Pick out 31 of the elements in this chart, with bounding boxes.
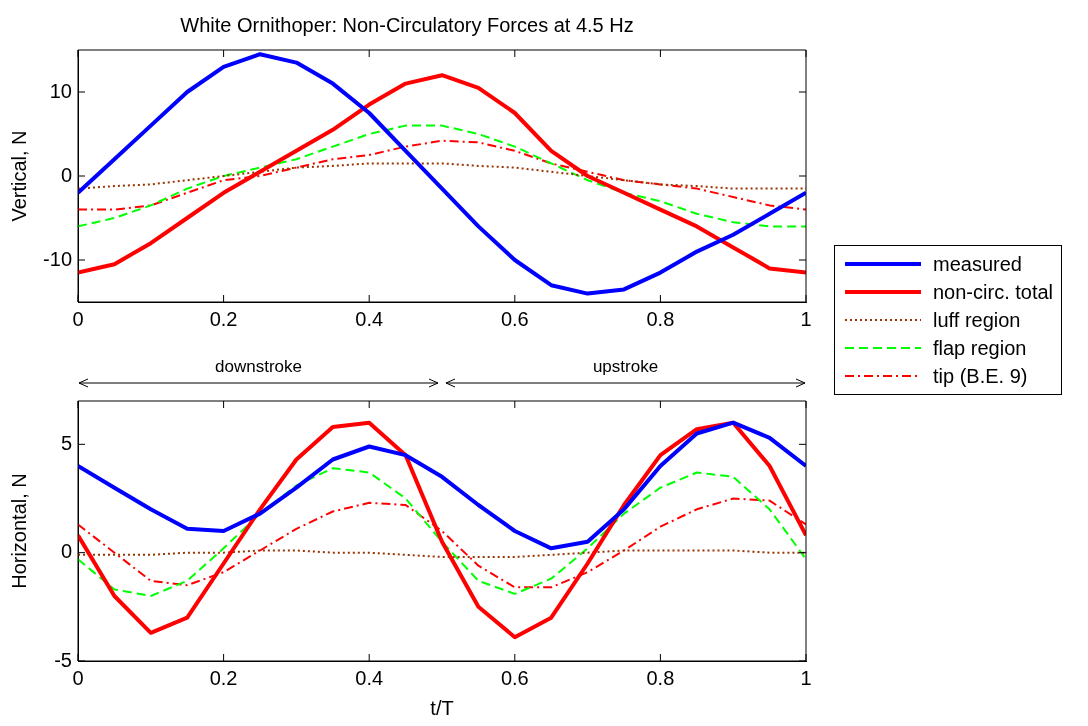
- legend-label: measured: [933, 252, 1022, 276]
- legend-label: flap region: [933, 336, 1027, 360]
- line-series: [78, 124, 806, 228]
- x-tick-label: 1: [800, 666, 812, 689]
- x-tick-label: 0.8: [646, 666, 675, 689]
- y-tick-label: -10: [43, 247, 72, 270]
- y-tick-label: 5: [60, 431, 72, 454]
- line-series: [78, 467, 806, 597]
- chart-title: White Ornithoper: Non-Circulatory Forces at 4.5 Hz: [180, 13, 634, 36]
- y-tick-label: 10: [49, 79, 72, 102]
- text: downstroke: [214, 357, 303, 377]
- x-tick-label: 0.6: [500, 307, 529, 330]
- text: upstroke: [591, 357, 660, 377]
- legend-label: non-circ. total: [933, 280, 1054, 304]
- legend-label: luff region: [933, 308, 1021, 332]
- x-axis-title: t/T: [430, 696, 454, 719]
- y-axis-title: Vertical, N: [7, 130, 30, 222]
- x-tick-label: 0.4: [355, 307, 384, 330]
- y-tick-label: -5: [54, 648, 72, 671]
- y-axis-title: Horizontal, N: [7, 473, 30, 589]
- legend-label: tip (B.E. 9): [933, 364, 1028, 388]
- line-series: [78, 162, 806, 190]
- line-series: [78, 549, 806, 558]
- y-tick-label: 0: [60, 540, 72, 563]
- x-tick-label: 0.2: [209, 307, 238, 330]
- x-tick-label: 0.4: [355, 666, 384, 689]
- y-tick-label: 0: [60, 163, 72, 186]
- x-tick-label: 0.2: [209, 666, 238, 689]
- x-tick-label: 0.8: [646, 307, 675, 330]
- x-tick-label: 0.6: [500, 666, 529, 689]
- x-tick-label: 1: [800, 307, 812, 330]
